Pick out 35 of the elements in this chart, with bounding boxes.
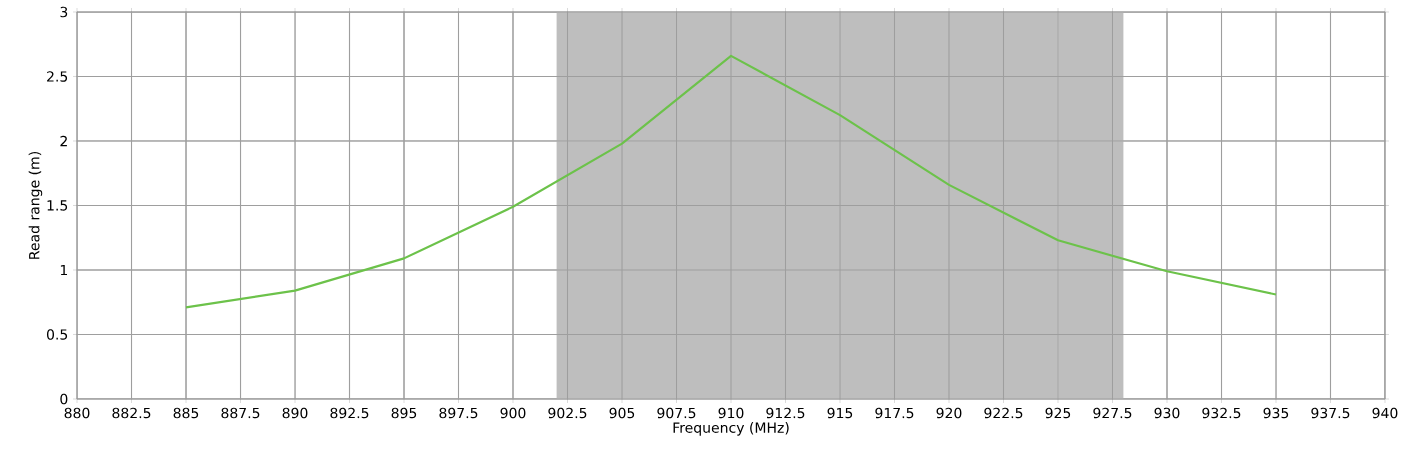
x-tick-label: 900 [500,407,526,419]
y-axis-title: Read range (m) [28,152,43,259]
y-tick-label: 2 [60,135,67,147]
x-tick-label: 905 [609,407,635,419]
x-tick-label: 887.5 [221,407,260,419]
x-tick-label: 925 [1045,407,1071,419]
x-tick-label: 930 [1154,407,1180,419]
y-tick-label: 2.5 [47,71,68,82]
x-tick-label: 922.5 [984,407,1023,419]
x-tick-label: 940 [1372,407,1398,419]
x-tick-label: 895 [391,407,417,419]
x-tick-label: 912.5 [766,407,805,419]
x-tick-label: 920 [936,407,962,419]
y-tick-label: 0 [60,393,68,405]
x-tick-label: 937.5 [1311,407,1350,419]
x-tick-label: 882.5 [112,407,151,419]
y-tick-label: 3 [60,6,68,18]
x-tick-label: 932.5 [1202,407,1241,419]
x-tick-label: 892.5 [330,407,369,419]
x-tick-label: 885 [173,407,199,419]
x-tick-label: 935 [1263,407,1289,419]
x-tick-label: 907.5 [657,407,696,419]
line-series [184,54,1278,309]
y-tick-label: 1.5 [47,200,68,211]
x-axis-title: Frequency (MHz) [673,422,789,436]
x-tick-label: 902.5 [548,407,587,419]
y-tick-label: 0.5 [46,329,68,340]
y-tick-label: 1 [60,264,68,276]
x-tick-label: 897.5 [439,407,478,419]
x-tick-label: 915 [827,407,853,419]
x-tick-label: 890 [282,407,308,419]
x-tick-label: 910 [718,407,744,419]
x-tick-label: 917.5 [875,407,914,419]
x-tick-label: 927.5 [1093,407,1132,419]
x-tick-label: 880 [64,407,90,419]
